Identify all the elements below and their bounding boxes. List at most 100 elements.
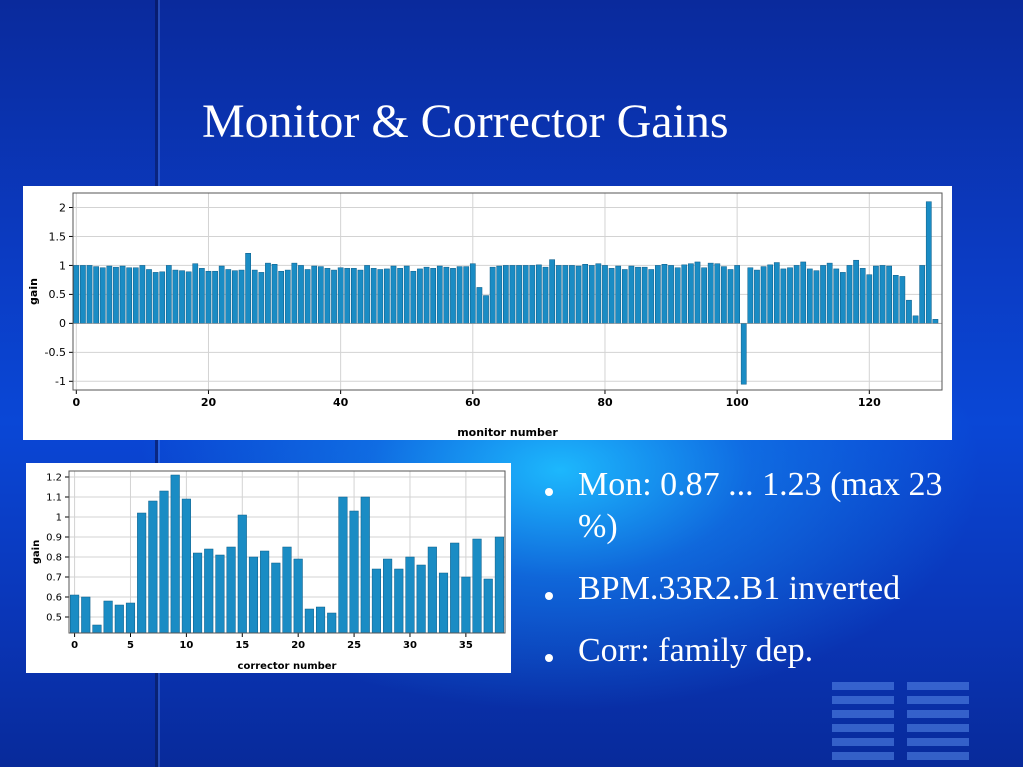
data-bar	[73, 265, 80, 324]
data-bar	[430, 268, 437, 324]
data-bar	[371, 568, 381, 634]
data-bar	[377, 269, 384, 324]
data-bar	[472, 538, 482, 634]
data-bar	[529, 265, 536, 324]
data-bar	[304, 269, 311, 324]
plot-frame	[68, 470, 506, 634]
x-tick-label: 0	[71, 640, 78, 651]
x-tick-label: 15	[235, 640, 249, 651]
data-bar	[99, 267, 106, 324]
data-bar	[384, 268, 390, 324]
data-bar	[536, 264, 542, 324]
data-bar	[846, 265, 853, 324]
data-bar	[251, 269, 258, 324]
data-bar	[417, 268, 423, 324]
decorative-stripe	[907, 724, 969, 732]
data-bar	[284, 269, 291, 324]
data-bar	[463, 266, 470, 324]
y-tick-label: 0	[59, 317, 66, 330]
decorative-stripe	[907, 738, 969, 746]
x-tick-label: 35	[459, 640, 473, 651]
data-bar	[265, 262, 271, 324]
data-bar	[866, 274, 873, 324]
data-bar	[859, 268, 866, 324]
data-bar	[248, 556, 259, 634]
data-bar	[588, 265, 595, 324]
data-bar	[360, 496, 370, 634]
data-bar	[436, 265, 443, 324]
data-bar	[549, 259, 555, 324]
data-bar	[70, 594, 80, 634]
data-bar	[282, 546, 292, 634]
monitor-gain-chart: -1 -0.5 0 0.5 1 1.5 2 0 20 40 60 80 100 120 monitor nu…	[23, 186, 952, 440]
data-bar	[674, 267, 681, 324]
data-bar	[271, 562, 281, 634]
bullet-item-monitor-range: Mon: 0.87 ... 1.23 (max 23 %)	[545, 464, 985, 548]
data-bar	[840, 272, 846, 324]
data-bar	[496, 265, 503, 324]
data-bar	[148, 500, 158, 634]
data-bar	[476, 287, 483, 324]
data-bar	[522, 265, 529, 324]
decorative-stripe	[907, 696, 969, 704]
x-tick-label: 10	[179, 640, 193, 651]
y-axis-label: gain	[27, 278, 40, 305]
x-tick-label: 120	[858, 396, 881, 409]
data-bar	[780, 268, 787, 324]
data-bar	[114, 604, 124, 634]
x-tick-label: 30	[403, 640, 417, 651]
bullet-dot-icon	[545, 654, 553, 662]
data-bar	[137, 512, 147, 634]
data-bar	[260, 550, 270, 634]
data-bar	[932, 319, 939, 324]
data-bar	[427, 546, 437, 634]
slide-title: Monitor & Corrector Gains	[202, 95, 729, 148]
data-bar	[394, 568, 404, 634]
decorative-stripe	[832, 752, 894, 760]
data-bar	[159, 271, 166, 324]
data-bar	[469, 263, 476, 324]
data-bar	[483, 295, 489, 324]
bullet-text: Mon: 0.87 ... 1.23 (max 23 %)	[578, 466, 943, 545]
data-bar	[734, 265, 740, 324]
bullet-list: Mon: 0.87 ... 1.23 (max 23 %) BPM.33R2.B…	[545, 464, 985, 692]
data-bar	[595, 263, 602, 324]
decorative-stripe	[907, 752, 969, 760]
data-bar	[293, 558, 303, 634]
data-bar	[337, 267, 344, 324]
data-bar	[298, 265, 304, 324]
data-bar	[80, 265, 86, 324]
data-bar	[562, 265, 569, 324]
y-tick-label: 1.1	[46, 493, 62, 504]
x-tick-label: 0	[72, 396, 80, 409]
y-tick-label: 0.9	[46, 533, 62, 544]
data-bar	[113, 266, 119, 324]
data-bar	[172, 269, 179, 324]
decorative-stripe	[832, 724, 894, 732]
data-bar	[86, 265, 93, 324]
data-bar	[403, 265, 410, 324]
y-tick-label: 0.5	[49, 288, 67, 301]
data-bar	[602, 265, 608, 324]
x-tick-label: 20	[291, 640, 305, 651]
bullet-item-bpm-inverted: BPM.33R2.B1 inverted	[545, 568, 985, 610]
data-bar	[331, 269, 337, 324]
bullet-item-corrector-family: Corr: family dep.	[545, 630, 985, 672]
data-bar	[193, 552, 203, 634]
data-bar	[833, 268, 840, 324]
decorative-stripe	[832, 710, 894, 718]
data-bar	[405, 556, 415, 634]
corrector-gain-chart-svg: 0.5 0.6 0.7 0.8 0.9 1 1.1 1.2 0 5 10 15 20 25 30 35 corr…	[31, 470, 506, 672]
y-tick-label: 1	[59, 259, 66, 272]
data-bar	[707, 262, 714, 324]
data-bar	[873, 265, 879, 324]
data-bar	[438, 572, 449, 634]
data-bar	[688, 263, 694, 324]
data-bar	[245, 253, 251, 324]
data-bar	[291, 262, 298, 324]
data-bar	[237, 514, 247, 634]
data-bar	[315, 606, 326, 634]
data-bar	[443, 266, 450, 324]
data-bar	[575, 265, 582, 324]
